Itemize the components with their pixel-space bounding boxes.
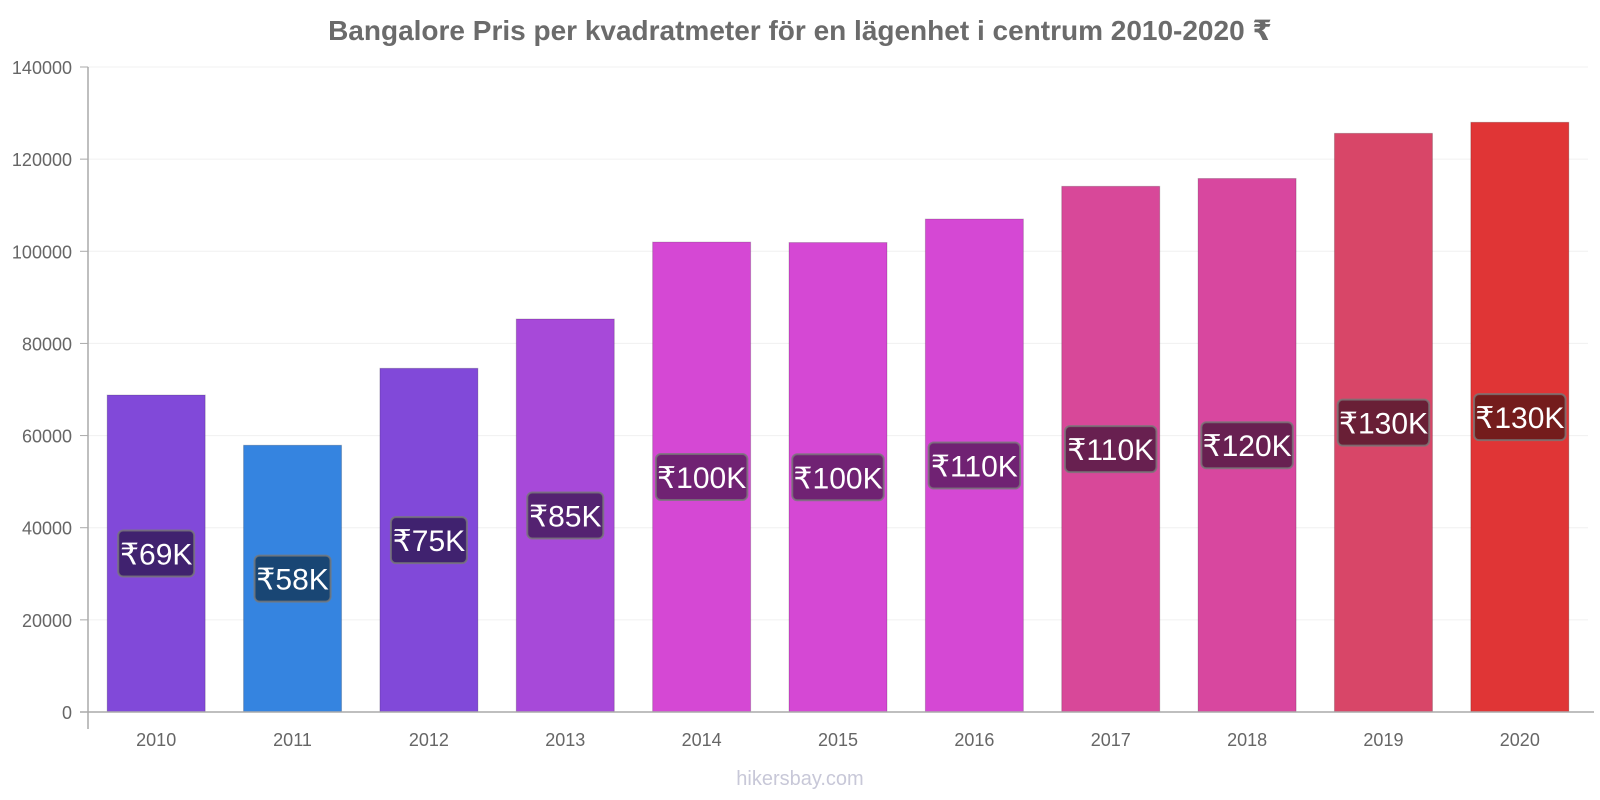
- data-label: ₹69K: [120, 539, 192, 572]
- data-label-box: [1063, 425, 1158, 474]
- watermark: hikersbay.com: [736, 768, 864, 790]
- chart-title: Bangalore Pris per kvadratmeter för en l…: [328, 15, 1272, 46]
- axes: 0 20000 40000 60000 80000 100000 120000 140000 2…: [12, 58, 1594, 750]
- x-tick-label: 2020: [1500, 730, 1540, 750]
- x-tick-label: 2010: [136, 730, 176, 750]
- data-label-box: [253, 554, 332, 603]
- data-label-box: [117, 529, 196, 578]
- x-tick-label: 2016: [954, 730, 994, 750]
- data-label-box: [654, 453, 749, 502]
- x-tick-label: 2017: [1091, 730, 1131, 750]
- y-tick-label: 120000: [12, 150, 72, 170]
- data-label: ₹120K: [1203, 430, 1292, 463]
- y-tick-label: 140000: [12, 58, 72, 78]
- x-tick-label: 2012: [409, 730, 449, 750]
- data-label: ₹130K: [1475, 402, 1564, 435]
- x-tick-label: 2014: [682, 730, 722, 750]
- data-label-box: [927, 441, 1022, 490]
- y-tick-label: 40000: [22, 519, 72, 539]
- y-tick-label: 100000: [12, 242, 72, 262]
- data-label: ₹100K: [793, 462, 882, 495]
- y-tick-label: 0: [62, 703, 72, 723]
- y-tick-label: 60000: [22, 427, 72, 447]
- data-label: ₹85K: [529, 501, 601, 534]
- data-label: ₹110K: [1067, 434, 1154, 467]
- y-tick-label: 20000: [22, 611, 72, 631]
- x-tick-label: 2019: [1363, 730, 1403, 750]
- data-label-box: [1336, 398, 1431, 447]
- data-label-box: [1473, 393, 1567, 442]
- y-tick-label: 80000: [22, 334, 72, 354]
- x-tick-label: 2011: [273, 730, 312, 750]
- data-label: ₹58K: [256, 564, 328, 597]
- data-label-box: [1200, 421, 1294, 470]
- data-label: ₹100K: [657, 462, 746, 495]
- data-label-box: [526, 491, 605, 540]
- x-tick-label: 2013: [545, 730, 585, 750]
- data-label-box: [791, 453, 885, 502]
- data-label: ₹110K: [931, 451, 1018, 484]
- data-label-box: [389, 516, 468, 565]
- x-tick-label: 2015: [818, 730, 858, 750]
- x-tick-label: 2018: [1227, 730, 1267, 750]
- data-label: ₹75K: [393, 525, 465, 558]
- data-label: ₹130K: [1339, 408, 1428, 441]
- data-labels: ₹69K ₹58K ₹75K ₹85K ₹100K ₹100K ₹110K ₹110K ₹120…: [117, 393, 1567, 603]
